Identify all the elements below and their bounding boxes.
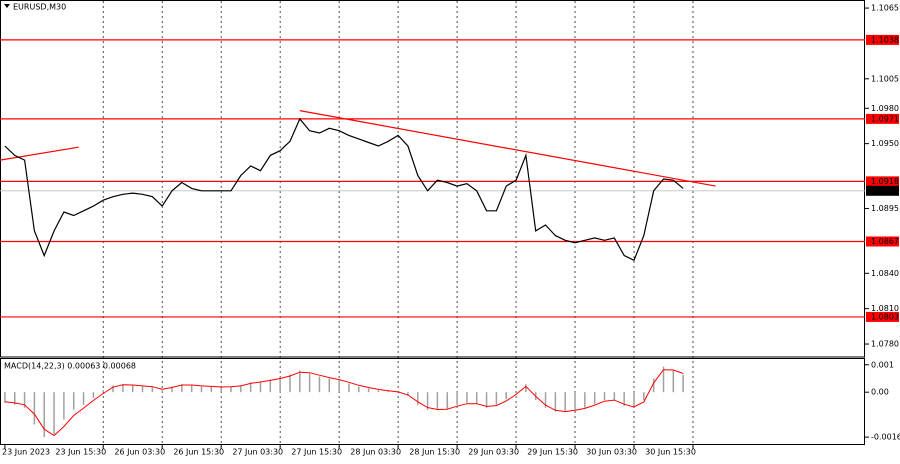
trend-line xyxy=(299,110,716,187)
x-tick-label: 27 Jun 03:30 xyxy=(232,448,283,457)
x-tick-label: 27 Jun 15:30 xyxy=(291,448,342,457)
last-price-label: 1.0910 xyxy=(871,186,899,195)
level-label: 1.0803 xyxy=(871,312,899,321)
x-tick-label: 26 Jun 03:30 xyxy=(114,448,165,457)
y-tick-label: 1.1005 xyxy=(871,74,899,83)
signal-line xyxy=(4,369,684,437)
y-tick-label: 1.0895 xyxy=(871,204,899,213)
level-label: 1.0918 xyxy=(871,177,899,186)
symbol-label: EURUSD,M30 xyxy=(13,3,66,12)
level-label-box xyxy=(866,34,899,45)
last-price-box xyxy=(866,185,899,196)
y-tick-label: 1.0950 xyxy=(871,139,899,148)
x-tick-label: 29 Jun 15:30 xyxy=(527,448,578,457)
x-tick-label: 28 Jun 03:30 xyxy=(350,448,401,457)
x-tick-label: 28 Jun 15:30 xyxy=(409,448,460,457)
level-label: 1.1038 xyxy=(871,35,899,44)
level-label: 1.0971 xyxy=(871,114,899,123)
trend-line xyxy=(0,146,79,161)
level-label-box xyxy=(866,236,899,247)
y-tick-label: 1.0980 xyxy=(871,104,899,113)
x-tick-label: 23 Jun 15:30 xyxy=(55,448,106,457)
x-tick-label: 30 Jun 03:30 xyxy=(586,448,637,457)
x-tick-label: 23 Jun 2023 xyxy=(2,448,50,457)
y-tick-label: 1.0780 xyxy=(871,340,899,349)
x-tick-label: 26 Jun 15:30 xyxy=(173,448,224,457)
level-label: 1.0867 xyxy=(871,237,899,246)
price-line xyxy=(4,117,684,262)
y-tick-label: 0.001 xyxy=(871,360,894,369)
x-tick-label: 29 Jun 03:30 xyxy=(468,448,519,457)
level-label-box xyxy=(866,311,899,322)
x-tick-label: 30 Jun 15:30 xyxy=(645,448,696,457)
level-label-box xyxy=(866,176,899,187)
y-tick-label: 1.1065 xyxy=(871,4,899,13)
level-label-box xyxy=(866,113,899,124)
macd-panel-frame xyxy=(0,358,865,445)
symbol-menu-icon[interactable] xyxy=(4,4,10,8)
price-panel-frame xyxy=(0,0,865,358)
macd-label: MACD(14,22,3) 0.00063 0.00068 xyxy=(4,362,136,371)
y-tick-label: 1.0810 xyxy=(871,304,899,313)
y-tick-label: 1.0840 xyxy=(871,269,899,278)
y-tick-label: -0.00164 xyxy=(871,433,900,442)
y-tick-label: 0.00 xyxy=(871,388,889,397)
